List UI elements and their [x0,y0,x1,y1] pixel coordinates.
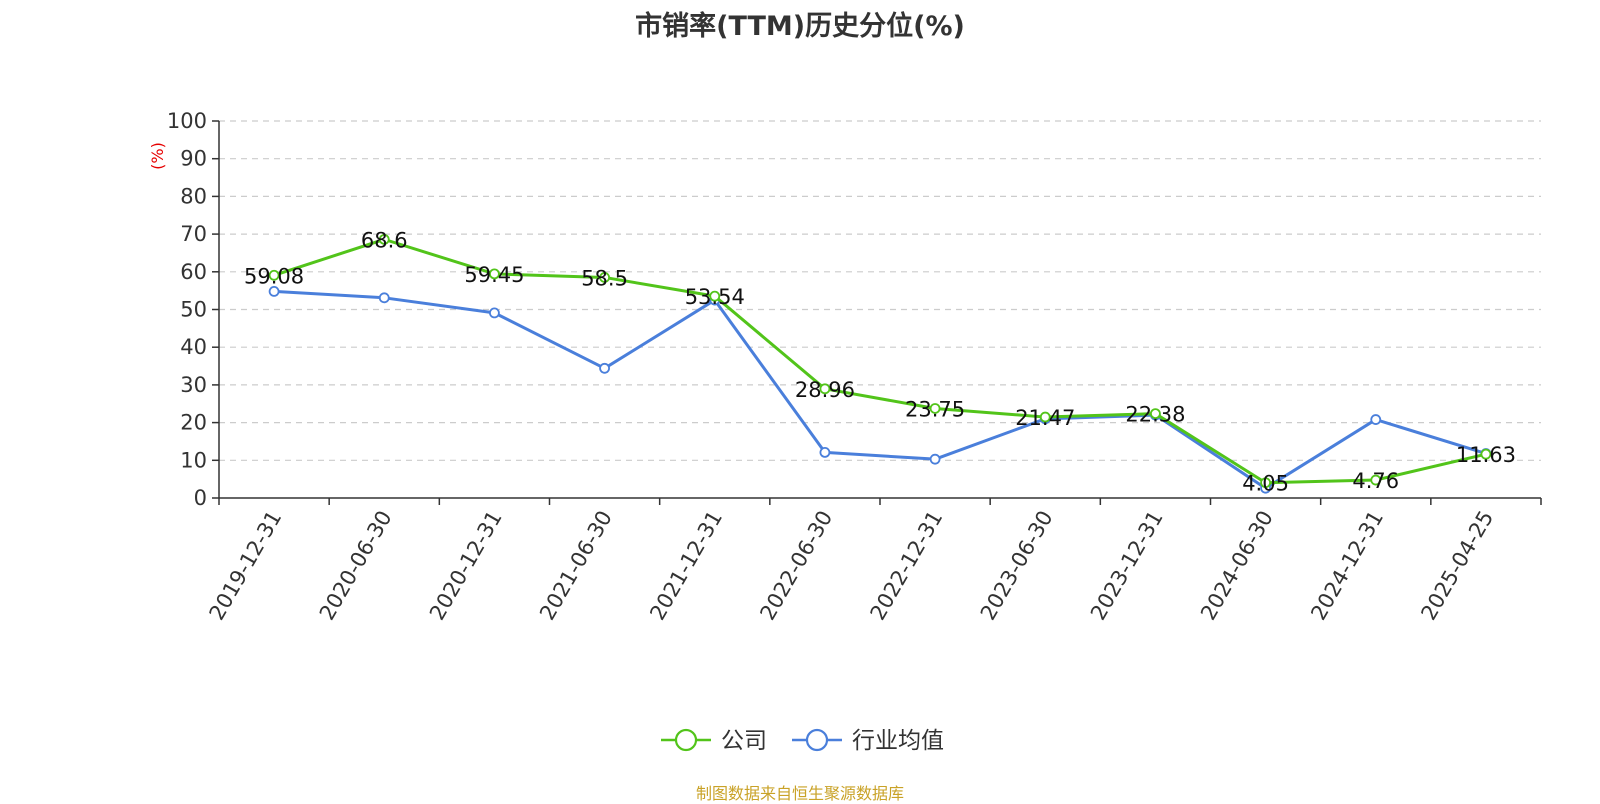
data-label: 11.63 [1456,443,1516,467]
legend-label: 行业均值 [852,728,944,754]
series-line [273,289,1487,490]
legend-marker [674,728,698,752]
data-label: 4.76 [1352,469,1399,493]
data-point [819,446,831,458]
y-tick-label: 100 [167,109,207,133]
x-tick-label: 2023-06-30 [976,507,1058,625]
y-tick-label: 20 [180,411,207,435]
data-label: 59.08 [244,264,304,288]
x-tick-label: 2021-06-30 [535,507,617,625]
data-point [1370,474,1382,486]
data-label: 4.05 [1242,472,1289,496]
x-tick-label: 2025-04-25 [1416,507,1498,625]
label-layer: 59.08 68.6 59.45 58.5 53.54 28.96 23.75 21.47 22… [244,228,1516,495]
data-point [709,290,721,302]
data-label: 68.6 [361,228,408,252]
x-tick-label: 2023-12-31 [1086,507,1168,625]
data-label: 21.47 [1015,406,1075,430]
y-tick-label: 40 [180,335,207,359]
series-layer [268,233,1492,494]
x-tick-label: 2020-12-31 [425,507,507,625]
y-tick-label: 80 [180,184,207,208]
data-point [1260,477,1271,489]
axis-layer: 0 10 20 30 40 50 60 70 80 90 100(%) 2019-12-31 2020-… [148,109,1542,625]
series-line [273,237,1487,485]
x-tick-label: 2024-06-30 [1196,507,1278,625]
data-point [1480,448,1492,460]
legend: 公司 行业均值 [661,728,944,754]
data-point [489,307,500,319]
data-point [1150,408,1161,420]
data-point [268,269,280,281]
data-label: 28.96 [795,378,855,402]
data-point [929,453,941,465]
legend-marker [805,728,829,752]
data-label: 23.75 [905,397,965,421]
y-tick-label: 0 [194,486,207,510]
data-point [599,272,610,283]
y-tick-label: 60 [180,260,207,284]
data-label: 58.5 [581,266,628,290]
y-tick-label: 70 [180,222,207,246]
data-point [819,383,831,395]
grid-layer [219,120,1541,461]
legend-label: 公司 [721,728,767,754]
data-point [1370,414,1382,425]
data-point [599,362,610,374]
chart-title: 市销率(TTM)历史分位(%) [635,11,965,42]
data-point [378,292,390,304]
y-tick-label: 30 [180,373,207,397]
x-tick-label: 2024-12-31 [1306,507,1388,625]
y-tick-label: 90 [180,147,207,171]
x-tick-label: 2021-12-31 [645,507,727,625]
x-tick-label: 2022-06-30 [755,507,837,625]
data-point [489,268,500,280]
data-label: 22.38 [1125,403,1185,427]
source-note: 制图数据来自恒生聚源数据库 [695,784,904,803]
data-point [929,403,941,414]
data-label: 59.45 [464,263,524,287]
data-label: 53.54 [685,285,745,309]
x-tick-label: 2019-12-31 [205,507,287,625]
y-tick-label: 10 [180,448,207,472]
y-tick-label: 50 [180,298,207,322]
y-axis-label: (%) [148,142,167,170]
x-tick-label: 2020-06-30 [315,507,397,625]
data-point [378,233,390,245]
data-point [268,286,280,297]
data-point [1039,411,1051,423]
x-tick-label: 2022-12-31 [866,507,948,625]
